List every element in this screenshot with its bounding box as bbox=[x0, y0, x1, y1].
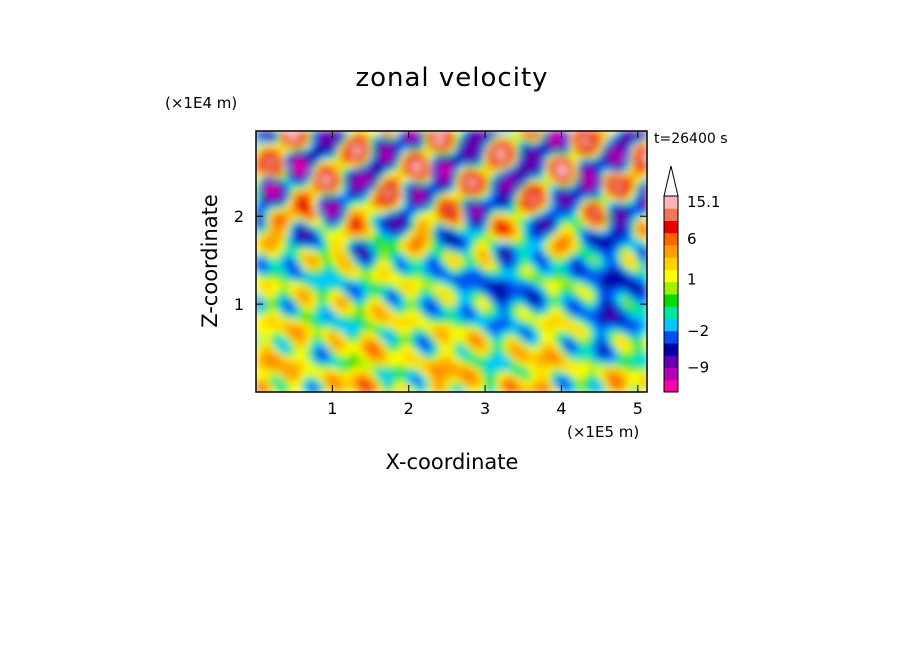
colorbar-frame bbox=[663, 195, 679, 393]
y-tick-label: 2 bbox=[234, 207, 244, 226]
colorbar-label: 15.1 bbox=[687, 193, 720, 211]
chart-title: zonal velocity bbox=[355, 63, 548, 93]
colorbar-level bbox=[664, 306, 678, 319]
colorbar-level bbox=[664, 245, 678, 258]
y-axis-title: Z-coordinate bbox=[198, 194, 222, 328]
x-tick-label: 2 bbox=[404, 399, 414, 418]
colorbar-label: −2 bbox=[687, 322, 709, 340]
colorbar-label: 1 bbox=[687, 270, 697, 288]
x-tick-label: 4 bbox=[556, 399, 566, 418]
colorbar-level bbox=[664, 379, 678, 393]
colorbar-level bbox=[664, 294, 678, 307]
colorbar: −9 −2 1 6 15.1 bbox=[663, 165, 720, 393]
colorbar-level bbox=[664, 220, 678, 234]
velocity-field bbox=[256, 131, 647, 392]
colorbar-level bbox=[664, 318, 678, 332]
colorbar-label: 6 bbox=[687, 230, 697, 248]
x-axis-title: X-coordinate bbox=[386, 450, 519, 474]
colorbar-label: −9 bbox=[687, 359, 709, 377]
colorbar-level bbox=[664, 232, 678, 246]
x-axis-unit: (×1E5 m) bbox=[567, 423, 639, 441]
time-label: t=26400 s bbox=[654, 131, 728, 147]
colorbar-level bbox=[664, 367, 678, 381]
x-tick-label: 3 bbox=[480, 399, 490, 418]
x-axis-ticks: 1 2 3 4 5 bbox=[327, 131, 643, 418]
colorbar-level bbox=[664, 281, 678, 295]
plot-area bbox=[256, 131, 647, 392]
colorbar-level bbox=[664, 269, 678, 283]
colorbar-level bbox=[664, 330, 678, 344]
plot-frame bbox=[255, 130, 648, 393]
colorbar-extend-arrow bbox=[663, 165, 679, 197]
colorbar-level bbox=[664, 343, 678, 356]
colorbar-level bbox=[664, 196, 678, 209]
colorbar-level bbox=[664, 208, 678, 221]
colorbar-level bbox=[664, 257, 678, 270]
colorbar-level bbox=[664, 355, 678, 368]
y-axis-unit: (×1E4 m) bbox=[165, 94, 237, 112]
x-tick-label: 1 bbox=[327, 399, 337, 418]
y-tick-label: 1 bbox=[234, 295, 244, 314]
x-tick-label: 5 bbox=[633, 399, 643, 418]
y-axis-ticks: 12 bbox=[234, 207, 647, 314]
